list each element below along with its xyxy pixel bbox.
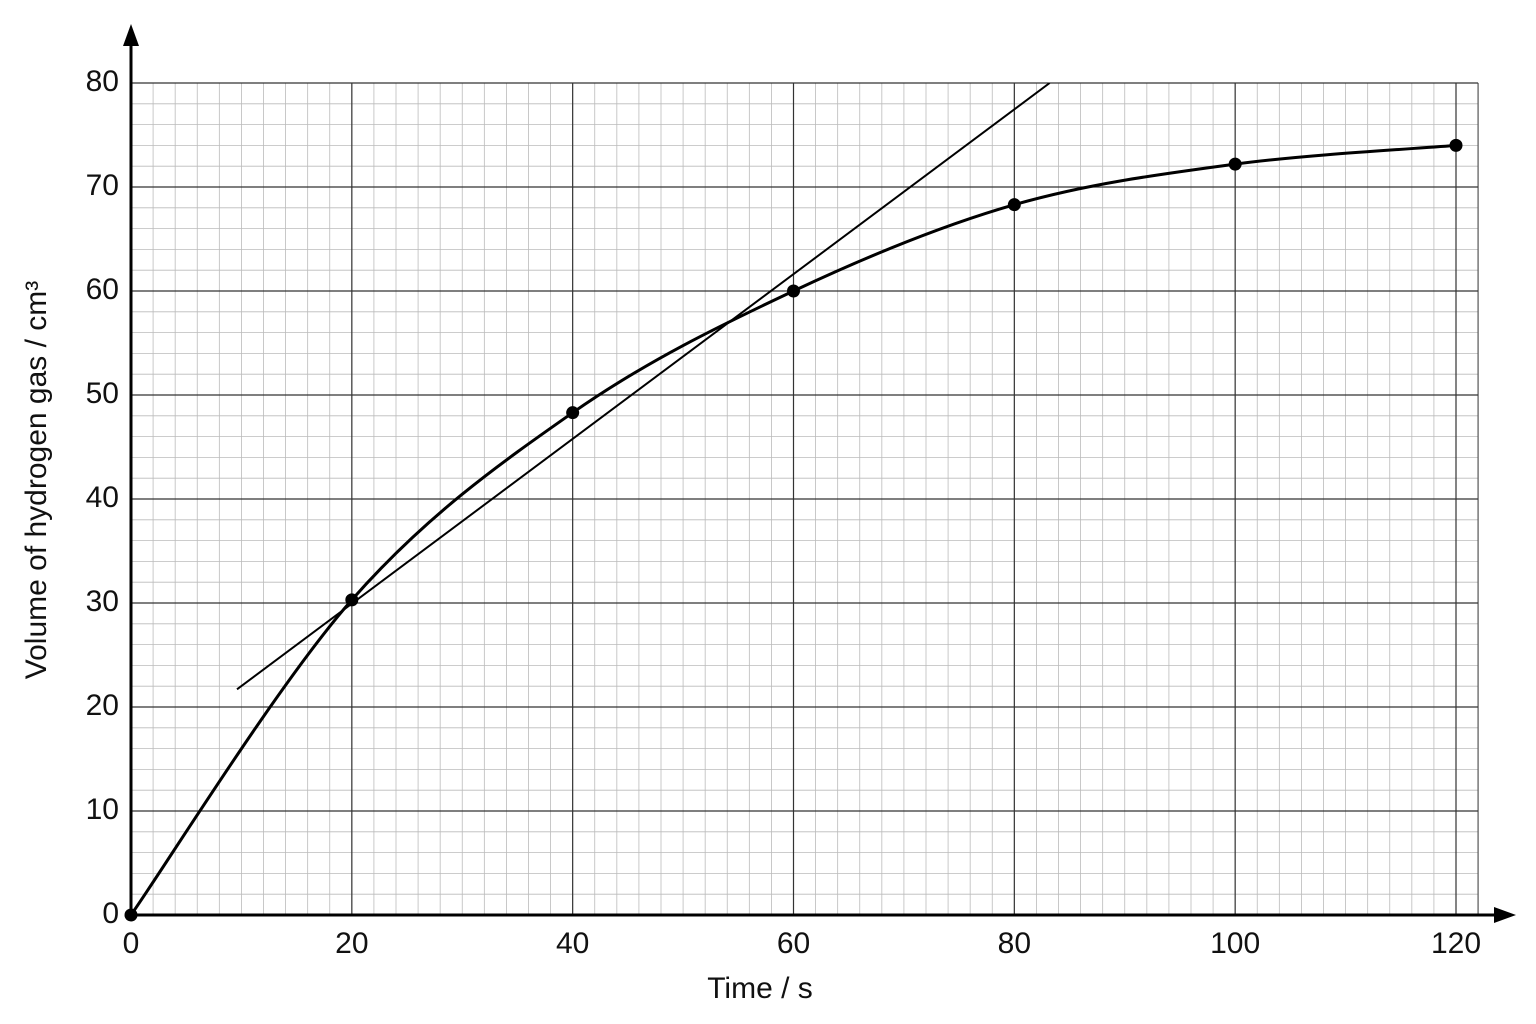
y-tick-label: 10 (86, 793, 119, 826)
x-tick-label: 0 (123, 927, 140, 960)
data-point (787, 284, 800, 298)
line (236, 83, 1051, 691)
grid (130, 82, 1479, 916)
plot-area (124, 83, 1463, 922)
x-tick-label: 60 (777, 927, 810, 960)
data-point (1007, 198, 1021, 212)
x-axis-label: Time / s (707, 972, 813, 1005)
y-tick-label: 80 (86, 65, 119, 98)
x-tick-label: 20 (335, 927, 368, 960)
y-axis-label: Volume of hydrogen gas / cm³ (20, 281, 53, 680)
y-tick-label: 30 (86, 585, 119, 618)
y-tick-label: 60 (86, 273, 119, 306)
x-tick-label: 80 (998, 927, 1031, 960)
y-tick-label: 70 (86, 169, 119, 202)
data-point (124, 908, 138, 922)
data-point (566, 406, 580, 420)
y-axis-arrow (123, 24, 139, 46)
y-tick-label: 40 (86, 481, 119, 514)
x-tick-label: 100 (1210, 927, 1260, 960)
y-tick-label: 20 (86, 689, 119, 722)
x-axis-arrow (1494, 907, 1516, 923)
y-tick-label: 0 (102, 897, 119, 930)
line (131, 143, 1457, 915)
y-tick-label: 50 (86, 377, 119, 410)
x-tick-label: 120 (1431, 927, 1481, 960)
data-point (1449, 138, 1463, 152)
data-point (345, 593, 359, 607)
x-tick-label: 40 (556, 927, 589, 960)
data-point (1228, 157, 1242, 171)
